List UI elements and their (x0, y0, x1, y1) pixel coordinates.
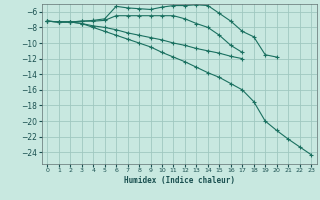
X-axis label: Humidex (Indice chaleur): Humidex (Indice chaleur) (124, 176, 235, 185)
